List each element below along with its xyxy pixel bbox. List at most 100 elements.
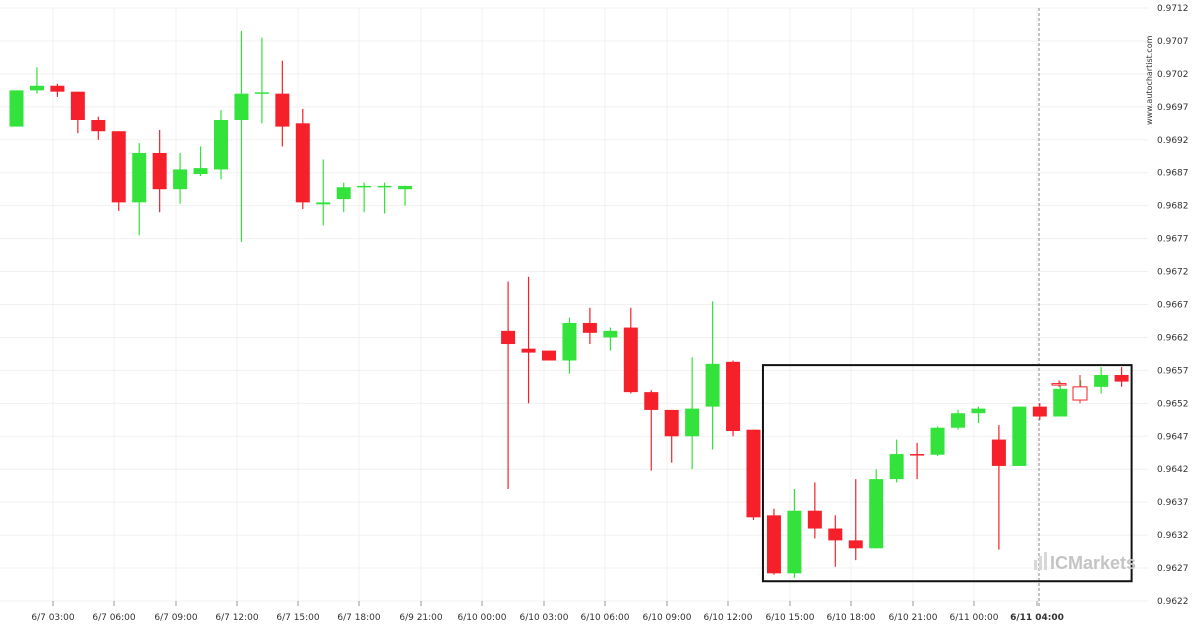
x-tick-label: 6/10 03:00 [519,613,568,623]
candle-body [562,322,577,361]
candles [9,31,1129,578]
candle-body [930,427,945,455]
candle-body [336,187,351,200]
brand-logo-bar-1 [1034,560,1037,570]
candle-body [889,454,904,480]
candle-body [1032,406,1047,417]
y-tick-label: 0.9692 [1157,136,1189,146]
y-tick-label: 0.9667 [1157,301,1189,311]
brand-text: ICMarkets [1050,553,1136,573]
candle-body [766,515,781,574]
x-tick-label: 6/10 06:00 [580,613,629,623]
watermark-text: www.autochartist.com [1145,35,1154,125]
x-tick-label: 6/7 12:00 [215,613,259,623]
y-tick-label: 0.9637 [1157,498,1189,508]
candle-body [29,85,44,91]
x-tick-label: 6/10 21:00 [888,613,937,623]
candle-body [234,93,249,121]
y-tick-label: 0.9707 [1157,37,1189,47]
candle-body [521,348,536,353]
y-tick-label: 0.9662 [1157,333,1189,343]
forecast-candle-body [1072,386,1088,401]
y-tick-label: 0.9647 [1157,432,1189,442]
candle-body [398,185,413,190]
candle-body [214,120,228,170]
x-tick-label: 6/10 18:00 [826,613,875,623]
candle-body [501,330,516,345]
candle-body [787,510,802,574]
y-tick-label: 0.9622 [1157,597,1189,607]
candle-body [50,85,65,92]
candle-body [951,413,965,428]
candle-body [254,92,269,94]
x-tick-label: 6/11 00:00 [949,613,998,623]
x-tick-label: 6/7 06:00 [92,613,136,623]
y-tick-label: 0.9657 [1157,366,1189,376]
y-tick-label: 0.9702 [1157,70,1189,80]
candle-body [132,152,147,203]
pattern-box [761,364,1133,583]
candle-body [316,202,331,205]
candle-body [111,131,126,203]
x-tick-label: 6/7 18:00 [337,613,381,623]
x-tick-label: 6/7 15:00 [276,613,320,623]
candle-body [377,185,392,188]
candle-body [664,409,679,437]
x-tick-label: 6/9 21:00 [399,613,443,623]
y-tick-label: 0.9627 [1157,564,1189,574]
candle-body [910,454,925,456]
candle-body [152,152,167,190]
candle-body [991,439,1006,466]
candle-body [726,361,741,432]
candle-body [807,510,822,529]
x-tick-label: 6/10 12:00 [703,613,752,623]
y-tick-label: 0.9687 [1157,169,1189,179]
candle-body [357,185,372,188]
x-tick-label: 6/11 04:00 [1010,613,1064,623]
x-tick-label: 6/7 09:00 [154,613,198,623]
y-tick-label: 0.9672 [1157,268,1189,278]
candle-body [623,327,638,393]
candle-body [295,123,310,203]
brand-logo-bar-2 [1039,556,1042,570]
y-axis-ticks: 0.9712 0.9707 0.9702 0.9697 0.9692 0.9687 0.96… [1157,4,1189,607]
candle-body [1094,375,1109,387]
y-tick-label: 0.9677 [1157,235,1189,245]
brand-logo-bar-3 [1044,552,1047,570]
candle-body [193,168,208,175]
candle-body [971,408,986,414]
candle-body [9,90,24,127]
y-tick-label: 0.9652 [1157,399,1189,409]
x-tick-label: 6/7 03:00 [31,613,75,623]
x-tick-label: 6/10 00:00 [457,613,506,623]
candle-body [91,120,106,132]
candle-body [705,363,720,407]
y-tick-label: 0.9632 [1157,531,1189,541]
x-tick-label: 6/10 15:00 [765,613,814,623]
candle-body [746,429,761,518]
candle-body [1114,375,1129,382]
grid-lines [0,7,1148,602]
y-tick-label: 0.9712 [1157,4,1189,14]
candle-body [542,350,556,361]
candle-body [603,330,618,338]
candle-body [685,408,700,437]
brand-logo: ICMarkets [1034,552,1136,573]
candle-body [869,479,884,549]
y-tick-label: 0.9682 [1157,202,1189,212]
forecast-candle-body [1051,383,1067,386]
candle-body [275,93,290,127]
candle-body [644,392,659,410]
candle-body [582,322,597,333]
candle-body [1053,388,1068,417]
candle-body [848,540,863,549]
candle-body [173,169,188,190]
y-tick-label: 0.9697 [1157,103,1189,113]
candle-body [1012,406,1027,466]
candle-body [828,528,843,541]
forecast-candles [1051,375,1088,404]
candle-body [70,91,85,121]
y-tick-label: 0.9642 [1157,465,1189,475]
x-tick-label: 6/10 09:00 [642,613,691,623]
